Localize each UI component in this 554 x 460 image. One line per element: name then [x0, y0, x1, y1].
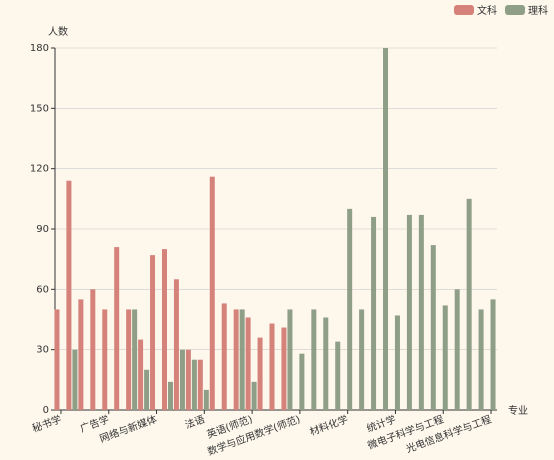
- bar: [454, 289, 460, 410]
- bar: [209, 176, 215, 410]
- bar: [114, 247, 120, 410]
- bar: [54, 309, 60, 410]
- x-axis-label: 专业: [508, 404, 528, 417]
- bar: [233, 309, 239, 410]
- bar: [406, 214, 412, 410]
- bar: [418, 214, 424, 410]
- bar: [138, 339, 144, 410]
- bar: [251, 381, 257, 410]
- legend-label: 文科: [477, 4, 497, 17]
- bar: [281, 327, 287, 410]
- y-axis-label: 人数: [48, 25, 68, 38]
- bar: [245, 317, 251, 410]
- bar: [102, 309, 108, 410]
- legend-swatch: [454, 5, 474, 15]
- bar: [72, 349, 78, 410]
- bar: [287, 309, 293, 410]
- legend-swatch: [505, 5, 525, 15]
- bar: [179, 349, 185, 410]
- bar: [323, 317, 329, 410]
- bar: [430, 245, 436, 410]
- legend-label: 理科: [528, 4, 548, 17]
- y-tick-label: 0: [43, 405, 49, 416]
- bar: [478, 309, 484, 410]
- bar: [221, 303, 227, 410]
- x-tick-label: 材料化学: [308, 412, 350, 438]
- bar: [269, 323, 275, 410]
- bar: [167, 381, 173, 410]
- bar: [442, 305, 448, 410]
- bar: [466, 198, 472, 410]
- x-tick-label: 法语: [183, 412, 206, 431]
- y-tick-label: 90: [36, 224, 49, 235]
- bar: [132, 309, 138, 410]
- y-tick-label: 60: [36, 284, 49, 295]
- bar: [383, 48, 389, 410]
- bar: [257, 337, 263, 410]
- bar: [359, 309, 365, 410]
- bar: [185, 349, 191, 410]
- bar: [150, 255, 156, 410]
- bar: [173, 279, 179, 410]
- bar: [126, 309, 132, 410]
- y-tick-label: 180: [30, 43, 49, 54]
- bar: [66, 180, 72, 410]
- bar: [144, 369, 150, 410]
- bar: [239, 309, 245, 410]
- bar: [191, 359, 197, 410]
- bar: [311, 309, 317, 410]
- y-tick-label: 120: [30, 164, 49, 175]
- bar: [394, 315, 400, 410]
- bar: [299, 353, 305, 410]
- bar: [203, 389, 209, 410]
- bar: [335, 341, 341, 410]
- y-tick-label: 150: [30, 103, 49, 114]
- bar: [490, 299, 496, 410]
- bar: [90, 289, 96, 410]
- bar: [78, 299, 84, 410]
- bar: [197, 359, 203, 410]
- bar: [371, 216, 377, 410]
- bar: [347, 208, 353, 410]
- y-tick-label: 30: [36, 345, 49, 356]
- bar: [161, 249, 167, 410]
